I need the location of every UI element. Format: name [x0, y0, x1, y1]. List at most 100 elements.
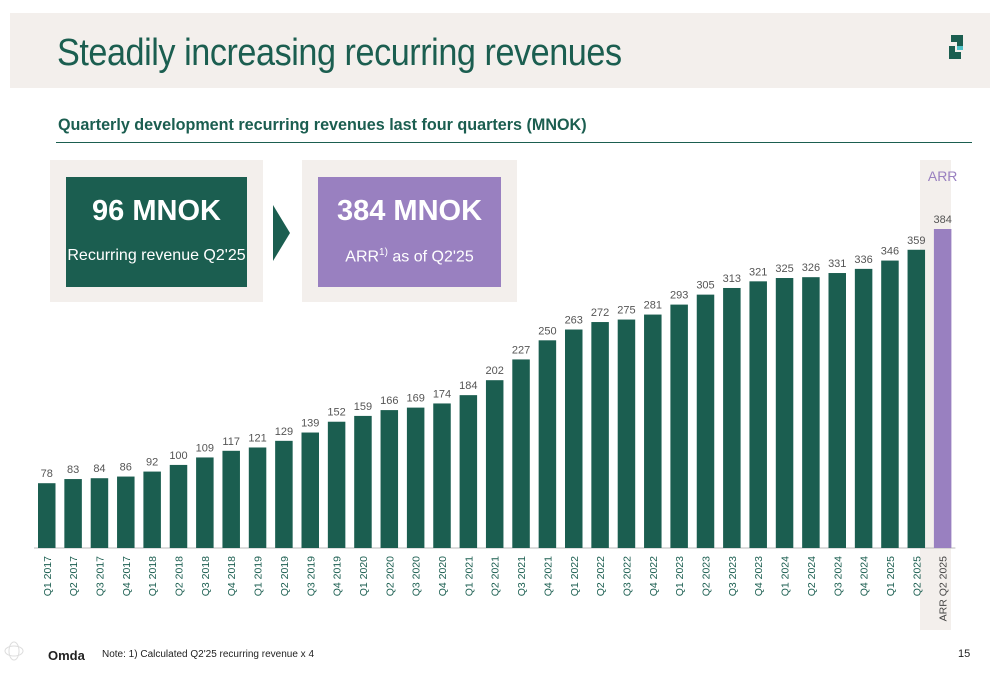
arr-header-label: ARR: [928, 168, 958, 184]
x-tick-label: Q3 2019: [305, 556, 317, 596]
data-label: 83: [67, 464, 79, 476]
x-tick-label: Q2 2024: [806, 556, 818, 596]
data-label: 100: [169, 450, 187, 462]
data-label: 169: [406, 393, 424, 405]
bar: [380, 410, 399, 548]
data-label: 305: [696, 280, 714, 292]
x-tick-label: Q1 2018: [147, 556, 159, 596]
x-tick-label: Q1 2022: [569, 556, 581, 596]
bar: [222, 450, 240, 548]
bar: [591, 322, 609, 548]
data-label: 139: [301, 418, 319, 430]
data-label: 159: [354, 401, 372, 413]
bar: [538, 340, 557, 548]
x-tick-label: Q4 2017: [121, 556, 133, 596]
data-label: 121: [248, 432, 266, 444]
bar: [301, 432, 319, 548]
data-label: 281: [644, 300, 662, 312]
omda-logo-icon: [949, 35, 963, 59]
bar: [617, 319, 636, 548]
data-label: 184: [459, 380, 477, 392]
x-tick-label: Q2 2019: [279, 556, 291, 596]
data-label: 313: [723, 273, 741, 285]
bar: [90, 478, 109, 548]
bar: [881, 260, 899, 548]
x-tick-label: Q1 2020: [358, 556, 370, 596]
data-label: 202: [486, 365, 504, 377]
x-tick-label: Q1 2025: [885, 556, 897, 596]
kpi-arr-footnote-mark: 1): [379, 247, 388, 258]
kpi-arr-label-prefix: ARR: [345, 248, 380, 266]
footer-brand-logo: Omda: [48, 648, 85, 663]
bar: [644, 314, 662, 548]
x-tick-label: Q4 2022: [648, 556, 660, 596]
x-tick-label: Q2 2022: [595, 556, 607, 596]
kpi-arr-value: 384 MNOK: [336, 195, 483, 227]
data-label: 109: [196, 442, 214, 454]
x-tick-label: Q4 2024: [859, 556, 871, 596]
bar: [775, 278, 794, 548]
data-label: 86: [120, 462, 132, 474]
footer-note: Note: 1) Calculated Q2'25 recurring reve…: [102, 649, 315, 660]
bar: [327, 421, 346, 548]
x-tick-label: Q3 2017: [94, 556, 106, 596]
data-label: 152: [327, 407, 345, 419]
data-label: 326: [802, 262, 820, 274]
data-label: 321: [749, 266, 767, 278]
bar: [248, 447, 267, 548]
x-tick-label: Q2 2021: [490, 556, 502, 596]
data-label: 78: [41, 468, 53, 480]
x-tick-label: Q2 2017: [68, 556, 80, 596]
data-label: 325: [775, 263, 793, 275]
data-label: 293: [670, 290, 688, 302]
bar: [696, 294, 715, 548]
x-tick-label: Q3 2021: [516, 556, 528, 596]
data-label: 272: [591, 307, 609, 319]
x-tick-label: Q2 2018: [174, 556, 186, 596]
data-label: 331: [828, 258, 846, 270]
kpi-arr: 384 MNOK ARR1) as of Q2'25: [318, 177, 501, 287]
data-label: 92: [146, 457, 158, 469]
x-tick-label: Q4 2019: [332, 556, 344, 596]
corner-watermark-icon: [4, 641, 24, 661]
data-label: 250: [538, 325, 556, 337]
x-tick-label: Q3 2024: [832, 556, 844, 596]
kpi-recurring-value: 96 MNOK: [92, 195, 221, 227]
bar: [907, 249, 926, 548]
bar: [828, 273, 846, 548]
data-label: 174: [433, 388, 451, 400]
x-tick-label: Q1 2017: [42, 556, 54, 596]
x-tick-label: Q4 2023: [753, 556, 765, 596]
bar: [512, 359, 530, 548]
x-tick-label: ARR Q2 2025: [938, 556, 950, 622]
bar: [169, 464, 188, 548]
data-label: 346: [881, 246, 899, 258]
x-tick-label: Q3 2020: [411, 556, 423, 596]
bar: [459, 395, 478, 548]
x-tick-label: Q2 2025: [911, 556, 923, 596]
x-tick-label: Q4 2020: [437, 556, 449, 596]
bar: [485, 380, 504, 548]
x-tick-label: Q1 2019: [253, 556, 265, 596]
x-tick-label: Q3 2018: [200, 556, 212, 596]
bar: [933, 229, 952, 548]
bar: [433, 403, 451, 548]
bar: [723, 287, 741, 548]
x-tick-label: Q1 2024: [780, 556, 792, 596]
bar: [802, 277, 820, 548]
arrow-right-icon: [273, 205, 290, 261]
bar: [670, 304, 688, 548]
data-label: 263: [565, 315, 583, 327]
bar: [117, 476, 135, 548]
chart-subtitle: Quarterly development recurring revenues…: [58, 115, 587, 134]
x-tick-label: Q4 2021: [542, 556, 554, 596]
bar: [143, 471, 161, 548]
data-label: 227: [512, 344, 530, 356]
bar: [38, 483, 56, 548]
bar: [64, 479, 82, 548]
bar: [406, 407, 425, 548]
subtitle-divider: [56, 142, 972, 143]
kpi-arr-label: ARR1) as of Q2'25: [318, 247, 501, 266]
bar: [275, 440, 293, 548]
bar: [749, 281, 767, 548]
